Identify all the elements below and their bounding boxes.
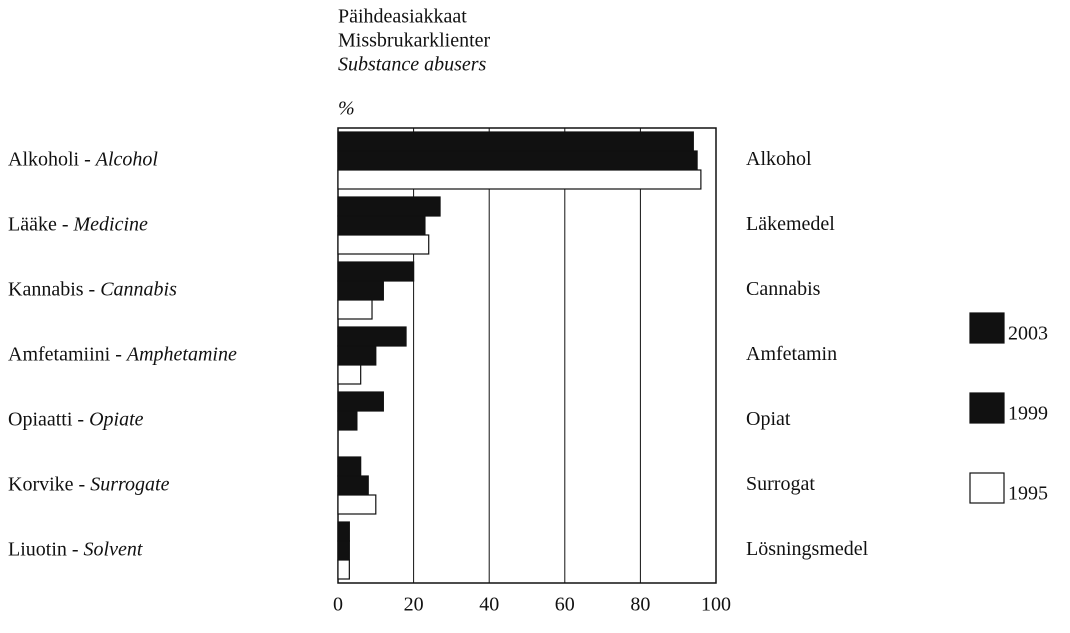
bar	[337, 540, 350, 561]
category-label-sv: Surrogat	[746, 473, 815, 495]
bar	[337, 261, 415, 282]
legend-swatch	[969, 392, 1005, 424]
category-label: Liuotin - Solvent	[8, 538, 143, 560]
legend-label: 1995	[1008, 483, 1048, 505]
category-label-sv: Lösningsmedel	[746, 538, 869, 560]
category-label-sv: Amfetamin	[746, 343, 837, 365]
bar	[337, 391, 384, 412]
x-tick-label: 40	[479, 594, 499, 616]
bar	[337, 169, 702, 190]
category-label: Korvike - Surrogate	[8, 473, 170, 495]
legend-swatch	[969, 472, 1005, 504]
category-label: Lääke - Medicine	[8, 213, 148, 235]
bar	[337, 364, 362, 385]
x-tick-label: 0	[333, 594, 343, 616]
category-label: Amfetamiini - Amphetamine	[8, 343, 237, 365]
legend-label: 2003	[1008, 323, 1048, 345]
category-label-sv: Alkohol	[746, 148, 812, 170]
x-tick-label: 60	[555, 594, 575, 616]
bar	[337, 559, 350, 580]
legend-label: 1999	[1008, 403, 1048, 425]
title-fi: Päihdeasiakkaat	[338, 6, 467, 28]
bar	[337, 410, 358, 431]
bar	[337, 494, 377, 515]
bar	[337, 456, 362, 477]
x-tick-label: 80	[630, 594, 650, 616]
bar	[337, 475, 369, 496]
category-label-sv: Opiat	[746, 408, 791, 430]
category-label: Kannabis - Cannabis	[8, 278, 177, 300]
category-label-sv: Läkemedel	[746, 213, 835, 235]
bar	[337, 131, 694, 152]
bar	[337, 280, 384, 301]
bar	[337, 215, 426, 236]
legend-swatch	[969, 312, 1005, 344]
title-sv: Missbrukarklienter	[338, 30, 491, 52]
x-tick-label: 100	[701, 594, 731, 616]
bar	[337, 234, 430, 255]
bar	[337, 345, 377, 366]
category-label-sv: Cannabis	[746, 278, 821, 300]
bar	[337, 521, 350, 542]
category-label: Opiaatti - Opiate	[8, 408, 144, 430]
bar	[337, 150, 698, 171]
title-en: Substance abusers	[338, 54, 487, 76]
x-tick-label: 20	[404, 594, 424, 616]
unit-label: %	[338, 98, 355, 120]
bar	[337, 299, 373, 320]
bar	[337, 326, 407, 347]
plot-frame	[337, 127, 717, 584]
bar	[337, 196, 441, 217]
category-label: Alkoholi - Alcohol	[8, 148, 158, 170]
